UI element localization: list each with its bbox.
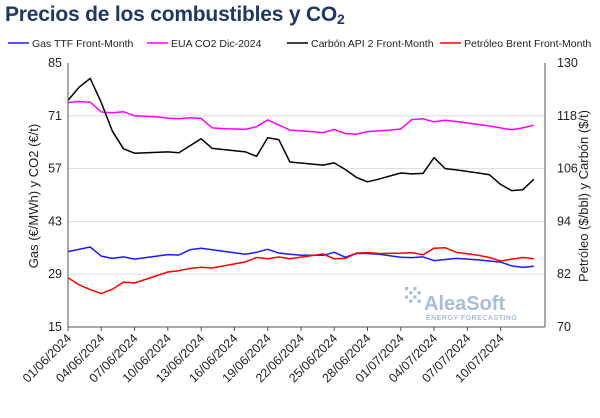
watermark-logo-dot [405, 295, 409, 299]
series-group [67, 77, 535, 295]
watermark-logo-dot [409, 299, 413, 303]
y-left-tick-label: 71 [48, 109, 62, 123]
y-axis-left-ticks: 85 71 57 43 29 15 [48, 56, 62, 334]
y-left-tick-label: 15 [48, 320, 62, 334]
y-left-tick-label: 29 [48, 267, 62, 281]
y-right-tick-label: 82 [557, 267, 571, 281]
y-right-tick-label: 130 [557, 56, 578, 70]
y-right-tick-label: 118 [557, 109, 577, 123]
watermark-logo-dot [405, 287, 409, 291]
x-axis-ticks: 01/06/202404/06/202407/06/202410/06/2024… [20, 327, 507, 385]
watermark-logo-dot [413, 295, 417, 299]
legend-label-3: Carbón API 2 Front-Month [311, 38, 434, 50]
y-axis-left-title: Gas (€/MWh) y CO2 (€/t) [26, 124, 41, 268]
y-left-tick-label: 57 [48, 162, 62, 176]
chart-title-subscript: 2 [337, 11, 345, 27]
chart-title-main: Precios de los combustibles y CO [5, 3, 338, 26]
watermark-logo-dot [417, 291, 421, 295]
legend-label-2: EUA CO2 Dic-2024 [171, 38, 262, 50]
y-right-tick-label: 70 [557, 320, 571, 334]
y-axis-right-title: Petróleo ($/bbl) y Carbón ($/t) [576, 110, 591, 282]
watermark-tagline: ENERGY FORECASTING [426, 315, 517, 322]
chart-legend: Gas TTF Front-Month EUA CO2 Dic-2024 Carbó… [8, 38, 591, 50]
watermark-logo-dot [413, 287, 417, 291]
grid-lines [68, 115, 545, 275]
watermark-logo-dot [417, 299, 421, 303]
watermark-logo-dot [409, 291, 413, 295]
series-line-4 [67, 247, 534, 295]
watermark-brand: AleaSoft [424, 293, 505, 315]
legend-label-4: Petróleo Brent Front-Month [464, 38, 591, 50]
y-left-tick-label: 85 [48, 56, 62, 70]
series-line-3 [67, 77, 535, 192]
axes-frame [67, 63, 546, 328]
series-line-2 [67, 100, 535, 136]
y-axis-right-ticks: 130 118 106 94 82 70 [557, 56, 578, 334]
y-right-tick-label: 94 [557, 214, 571, 228]
chart-title: Precios de los combustibles y CO2 [5, 3, 345, 27]
y-left-tick-label: 43 [48, 214, 62, 228]
y-right-tick-label: 106 [557, 162, 578, 176]
legend-label-1: Gas TTF Front-Month [32, 38, 133, 50]
